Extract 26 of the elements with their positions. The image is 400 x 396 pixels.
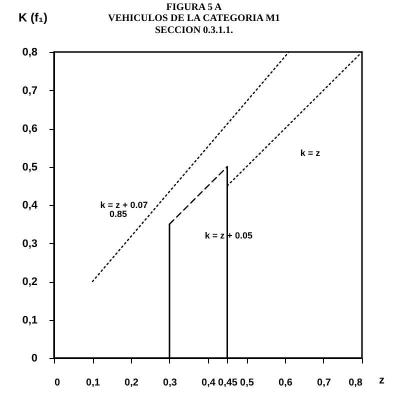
y-tick-label: 0,2 — [22, 276, 38, 288]
y-tick-label: 0,5 — [22, 161, 38, 174]
x-tick-label: 0,45 — [218, 378, 238, 388]
y-tick-label: 0,3 — [22, 238, 38, 250]
annotation: k = z — [300, 148, 321, 158]
y-tick-label: 0 — [31, 352, 38, 364]
x-tick-label: 0,4 — [202, 378, 216, 388]
y-tick-label: 0,7 — [22, 84, 38, 97]
annotation: 0.85 — [109, 209, 127, 220]
x-tick-label: 0,1 — [86, 378, 100, 388]
x-tick-label: 0 — [54, 378, 60, 388]
y-tick-label: 0,6 — [22, 123, 38, 135]
x-tick-label: 0,8 — [348, 378, 363, 388]
y-tick-label: 0,4 — [22, 200, 38, 212]
y-tick-label: 0,8 — [22, 46, 38, 58]
x-axis-title: z — [379, 374, 385, 386]
x-tick-label: 0,2 — [124, 378, 139, 388]
x-tick-label: 0,7 — [317, 378, 332, 388]
annotation: k = z + 0.07 — [100, 200, 148, 210]
chart-subtitle: VEHICULOS DE LA CATEGORIA M1 SECCION 0.3.1.1. — [108, 13, 280, 36]
y-tick-label: 0,1 — [22, 314, 38, 326]
x-tick-label: 0,6 — [278, 378, 293, 388]
x-tick-label: 0,3 — [163, 378, 178, 388]
chart-title: FIGURA 5 A — [166, 2, 223, 13]
x-tick-label: 0,5 — [240, 378, 254, 388]
y-axis-title: K (f₁) — [18, 10, 48, 24]
